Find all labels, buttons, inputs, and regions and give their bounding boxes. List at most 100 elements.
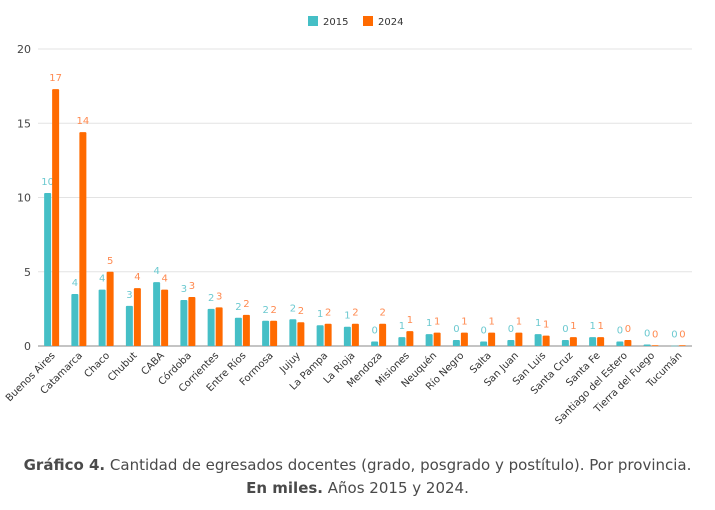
data-label-2015: 1	[535, 318, 541, 329]
data-label-2015: 2	[290, 303, 296, 314]
data-label-2015: 2	[262, 305, 268, 316]
bar-2024	[133, 288, 141, 346]
bar-2015	[670, 345, 678, 347]
bar-2024	[270, 320, 278, 346]
data-label-2024: 0	[679, 329, 685, 340]
bar-2024	[542, 335, 550, 346]
bar-2024	[79, 132, 87, 346]
bar-2015	[316, 325, 324, 346]
bar-2015	[343, 326, 351, 346]
bar-2015	[44, 193, 52, 346]
bar-2015	[180, 299, 188, 346]
bar-2015	[398, 337, 406, 346]
bar-2015	[207, 308, 215, 346]
bar-2024	[488, 332, 496, 346]
data-label-2015: 1	[589, 321, 595, 332]
data-label-2024: 2	[352, 308, 358, 319]
bar-2015	[153, 282, 161, 346]
data-label-2015: 0	[671, 330, 677, 341]
bar-2024	[678, 345, 686, 346]
bar-2015	[289, 319, 297, 346]
bar-2024	[188, 296, 196, 346]
data-label-2015: 0	[562, 324, 568, 335]
bar-2015	[452, 340, 460, 346]
bar-2024	[460, 332, 468, 346]
data-label-2024: 0	[625, 324, 631, 335]
data-label-2015: 4	[72, 278, 78, 289]
caption-unit: En miles.	[246, 479, 324, 497]
bar-2024	[515, 332, 523, 346]
data-label-2015: 0	[480, 326, 486, 337]
bar-2024	[324, 323, 332, 346]
x-tick-label: Salta	[468, 350, 494, 376]
bar-2024	[52, 89, 60, 346]
data-label-2024: 2	[298, 306, 304, 317]
data-label-2024: 1	[543, 320, 549, 331]
data-label-2024: 1	[434, 317, 440, 328]
data-label-2015: 0	[644, 329, 650, 340]
data-label-2024: 2	[325, 308, 331, 319]
bar-2024	[597, 337, 605, 346]
data-label-2015: 2	[208, 293, 214, 304]
bar-2015	[534, 334, 542, 346]
data-label-2015: 10	[41, 177, 54, 188]
legend-label-2015: 2015	[323, 17, 348, 28]
data-label-2024: 0	[652, 329, 658, 340]
bar-2015	[371, 341, 379, 346]
caption-text: Cantidad de egresados docentes (grado, p…	[105, 456, 692, 474]
y-tick-label: 5	[24, 266, 31, 279]
bar-2015	[98, 289, 106, 346]
data-label-2024: 1	[407, 315, 413, 326]
bar-2024	[297, 322, 305, 346]
data-label-2015: 1	[317, 309, 323, 320]
bar-2015	[616, 341, 624, 346]
data-label-2024: 4	[134, 272, 140, 283]
bar-2024	[651, 345, 659, 346]
legend-swatch-2024	[363, 16, 373, 26]
data-label-2024: 1	[597, 321, 603, 332]
data-label-2015: 0	[371, 326, 377, 337]
bar-2024	[215, 307, 223, 346]
bar-2015	[125, 305, 133, 346]
data-label-2024: 1	[570, 321, 576, 332]
bar-2024	[379, 323, 387, 346]
bar-2015	[425, 334, 433, 346]
x-tick-label: Jujuy	[277, 350, 303, 376]
y-tick-label: 0	[24, 340, 31, 353]
bar-2015	[589, 337, 597, 346]
bar-2015	[480, 341, 488, 346]
bar-2024	[406, 331, 414, 346]
y-tick-label: 15	[17, 117, 31, 130]
data-label-2015: 4	[153, 266, 159, 277]
bar-2015	[643, 344, 651, 346]
caption-years: Años 2015 y 2024.	[323, 479, 469, 497]
data-label-2024: 1	[488, 317, 494, 328]
bar-2024	[351, 323, 359, 346]
data-label-2024: 3	[189, 281, 195, 292]
data-label-2024: 5	[107, 256, 113, 267]
y-tick-label: 20	[17, 43, 31, 56]
bar-2015	[262, 320, 270, 346]
bar-2024	[569, 337, 577, 346]
data-label-2015: 1	[426, 318, 432, 329]
bar-2024	[624, 340, 632, 346]
data-label-2015: 0	[617, 326, 623, 337]
bar-2015	[71, 294, 79, 346]
x-tick-label: Chubut	[106, 350, 139, 383]
data-label-2024: 2	[270, 305, 276, 316]
bar-2024	[161, 289, 169, 346]
chart-caption: Gráfico 4. Cantidad de egresados docente…	[0, 454, 715, 500]
data-label-2015: 2	[235, 302, 241, 313]
data-label-2024: 3	[216, 291, 222, 302]
bar-2015	[507, 340, 515, 346]
data-label-2024: 14	[77, 116, 90, 127]
data-label-2015: 0	[508, 324, 514, 335]
data-label-2015: 3	[126, 290, 132, 301]
bar-2024	[106, 271, 114, 346]
bar-2015	[234, 317, 242, 346]
data-label-2024: 4	[161, 274, 167, 285]
legend-label-2024: 2024	[378, 17, 403, 28]
data-label-2024: 2	[379, 308, 385, 319]
data-label-2015: 4	[99, 274, 105, 285]
